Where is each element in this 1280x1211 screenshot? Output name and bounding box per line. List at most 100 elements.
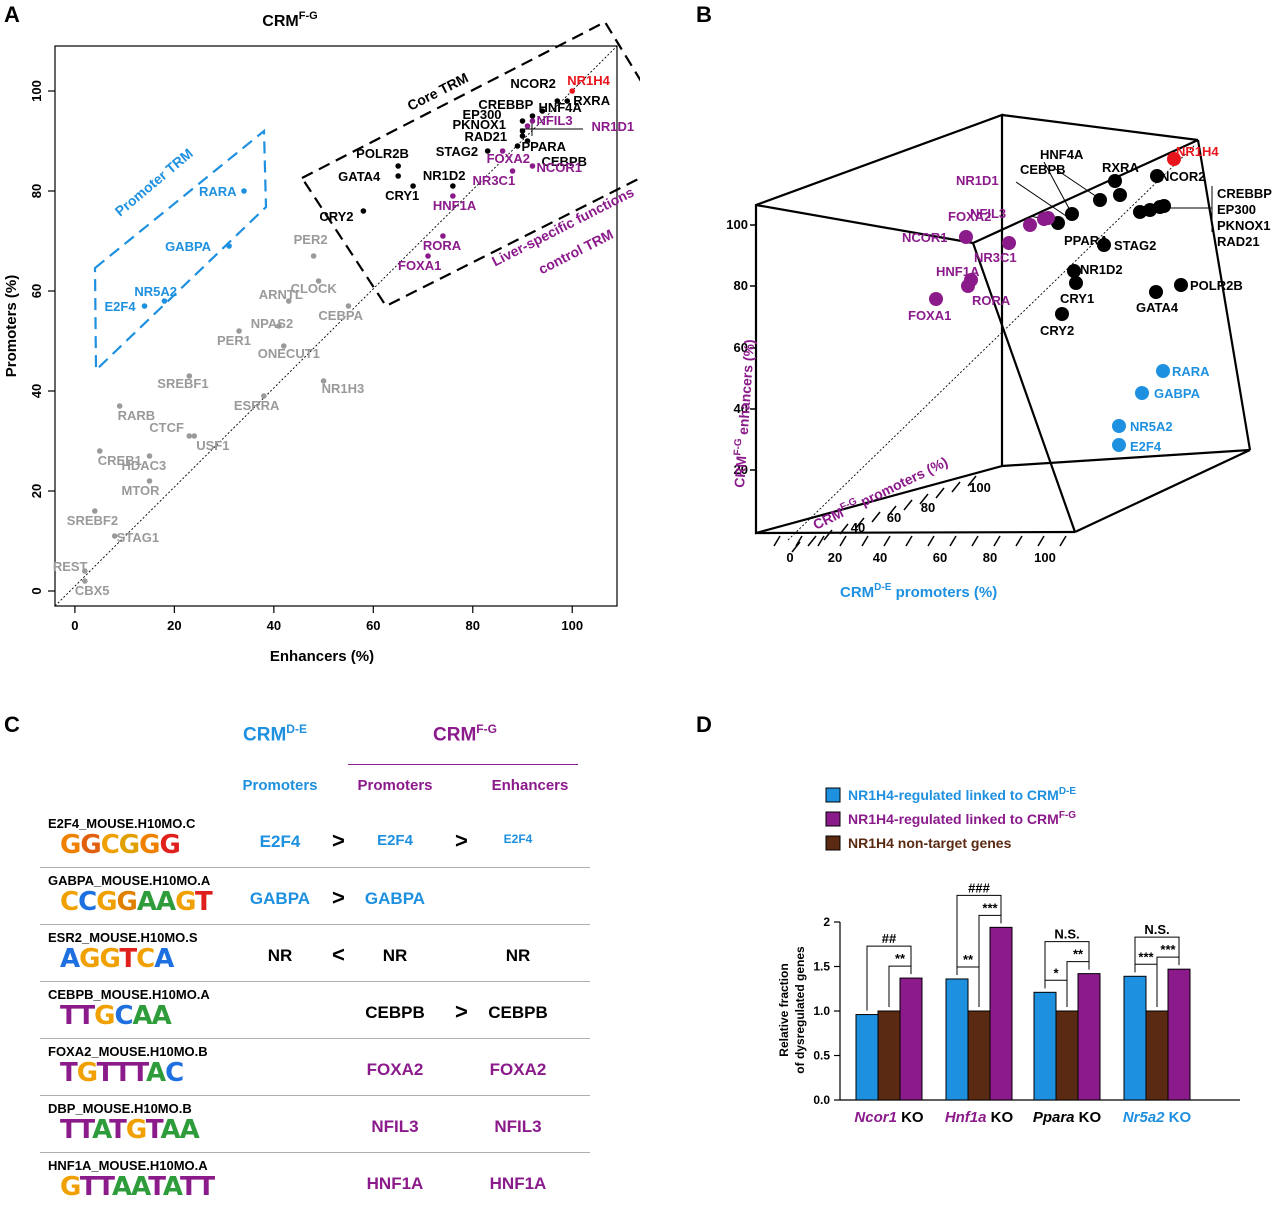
panel-d-legend: NR1H4-regulated linked to CRMD-E NR1H4-re… [825,786,1076,851]
cube-edge [1001,113,1199,142]
point-rora [961,279,975,293]
y-tick-label: 60 [29,284,44,298]
sig-label-top: ## [882,931,897,946]
legend-swatch [825,811,841,827]
y-tick [839,523,849,535]
x-tick-label: 100 [1034,550,1056,565]
point-ep300 [519,118,526,124]
panel-b-z-axis: 20 40 60 80 100 [726,217,756,477]
bar-nr5a2-2 [1167,968,1191,1101]
point-rarb [116,403,123,409]
legend-label: NR1H4-regulated linked to CRMD-E [848,786,1076,803]
point-label-usf1: USF1 [196,438,229,453]
motif-name: DBP_MOUSE.H10MO.B [48,1101,192,1116]
x-tick [993,535,1001,547]
point-label-hnf1a: HNF1A [433,198,477,213]
header-fg-underline [348,764,578,765]
point-gata4 [1149,285,1163,299]
bar-hnf1a-1 [967,1010,991,1101]
point-label-creb1: CREB1 [98,453,142,468]
point-label-nr5a2: NR5A2 [1130,419,1173,434]
point-label-cry1: CRY1 [385,188,419,203]
point-label-rara: RARA [199,184,237,199]
z-tick-label: 20 [734,462,748,477]
cell-crm-fg-promoters: E2F4 [377,832,413,849]
point-label-ppara: PPARA [522,139,567,154]
panel-d-x-axis: Ncor1 KO Hnf1a KO Ppara KO Nr5a2 KO [854,1109,1191,1126]
point-label-gabpa: GABPA [1154,386,1201,401]
point-label-nr1d2: NR1D2 [1080,262,1123,277]
cell-crm-de-promoters: E2F4 [259,832,301,851]
point-label-hnf4a: HNF4A [538,100,582,115]
point-esrra [261,393,267,399]
point-nr1d2 [450,183,456,189]
point-label-hdac3: HDAC3 [121,458,166,473]
panel-a-scatter-chart: CRMF-G 0 20 40 60 80 100 0 20 40 60 80 100 Enhance… [3,10,640,665]
point-cry1 [410,183,416,189]
x-tick [1015,535,1023,547]
point-nfil3 [1041,211,1055,225]
point-label-nr1h4: NR1H4 [567,73,610,88]
point-label-foxa2: FOXA2 [487,151,530,166]
point-label-srebf1: SREBF1 [157,376,208,391]
y-tick [807,535,817,547]
point-rara [241,188,247,194]
cell-crm-de-promoters: GABPA [249,889,311,908]
point-e2f4 [141,303,148,309]
point-label-nr3c1: NR3C1 [473,173,516,188]
motif-row: GABPA_MOUSE.H10MO.A CCGGAAGT GABPA GABPA > [0,869,640,926]
motif-row: HNF1A_MOUSE.H10MO.A GTTAATATT HNF1A HNF1A [0,1154,640,1211]
point-label-esrra: ESRRA [234,398,280,413]
panel-b-x-axis-label: CRMD-E promoters (%) [840,582,997,601]
comparison-operator: > [332,885,345,910]
point-npas2 [276,323,282,329]
point-label-cbx5: CBX5 [75,583,110,598]
point-usf1 [191,433,198,439]
y-tick-label: 1.5 [813,960,830,974]
point-label-srebf2: SREBF2 [67,513,118,528]
x-tick-label: 20 [828,550,842,565]
x-tick [817,535,825,547]
point-label-cry1: CRY1 [1060,291,1094,306]
point-label-cebpa: CEBPA [318,308,363,323]
panel-d-y-axis-label-1: Relative fraction [777,963,791,1056]
x-tick [773,535,781,547]
panel-label-d: D [696,712,712,737]
point-rxra [564,98,571,104]
point-nr1h4 [1167,152,1181,166]
point-ctcf [186,433,193,439]
point-label-nr1h4: NR1H4 [1176,144,1219,159]
motif-logo: GGCGGG [60,830,181,860]
panel-label-b: B [696,2,712,27]
panel-a-x-axis: 0 20 40 60 80 100 [71,606,583,633]
col-promoters-fg: Promoters [357,777,433,794]
y-tick [967,475,977,487]
bar-ppara-1 [1055,1010,1079,1101]
bar-nr5a2-0 [1123,975,1147,1101]
bar-hnf1a-2 [989,926,1013,1101]
point-label-rest: REST [53,559,88,574]
point-stag1 [111,533,118,539]
point-nr1h4 [569,88,576,94]
point-label-hnf1a: HNF1A [936,264,980,279]
point-label-onecut1: ONECUT1 [258,346,320,361]
y-tick-label: 80 [29,184,44,198]
point-label-nfil3: NFIL3 [536,113,572,128]
header-crm-de: CRMD-E [243,722,307,746]
x-tick-label: 60 [366,618,380,633]
row-separator [40,924,590,925]
panel-a-x-axis-label: Enhancers (%) [270,648,374,665]
promoter-trm-region [93,128,268,373]
point-label-foxa1: FOXA1 [398,258,441,273]
point-rest [82,568,88,574]
cube-edge [1001,448,1251,468]
point-nfil3 [529,118,536,124]
motif-row: CEBPB_MOUSE.H10MO.A TTGCAA CEBPB CEBPB > [0,983,640,1040]
promoter-trm-label: Promoter TRM [112,145,196,219]
x-tick-label: 40 [873,550,887,565]
motif-row: E2F4_MOUSE.H10MO.C GGCGGG E2F4 E2F4 E2F4 > > [0,812,640,869]
sig-label-top: N.S. [1144,922,1169,937]
header-crm-fg: CRMF-G [433,722,497,746]
point-foxa1 [425,253,431,259]
point-per1 [236,328,242,334]
